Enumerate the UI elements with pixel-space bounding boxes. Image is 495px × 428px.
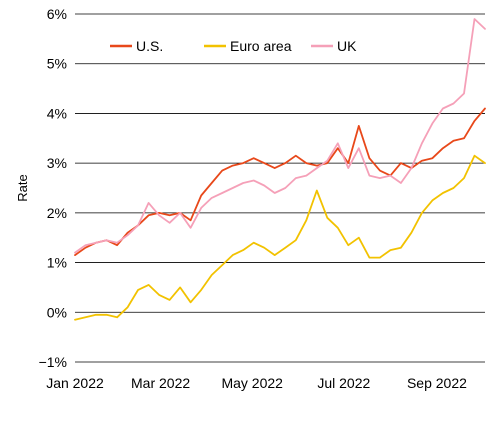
y-tick-label: −1% (39, 354, 67, 370)
x-tick-label: May 2022 (221, 375, 283, 391)
y-axis-label: Rate (15, 174, 30, 201)
x-tick-label: Jan 2022 (46, 375, 104, 391)
y-tick-label: 5% (47, 56, 67, 72)
legend-label-euro-area: Euro area (230, 38, 292, 54)
legend-label-uk: UK (337, 38, 357, 54)
x-tick-label: Sep 2022 (407, 375, 467, 391)
x-tick-label: Mar 2022 (131, 375, 190, 391)
legend-label-u-s: U.S. (136, 38, 163, 54)
x-tick-labels: Jan 2022 Mar 2022 May 2022 Jul 2022 Sep 2022 (46, 375, 467, 391)
y-tick-label: 1% (47, 255, 67, 271)
series-line-u-s (74, 107, 486, 257)
y-tick-label: 2% (47, 205, 67, 221)
series-lines (74, 18, 486, 321)
y-tick-label: 4% (47, 105, 67, 121)
series-line-uk (74, 18, 486, 254)
x-tick-label: Jul 2022 (317, 375, 370, 391)
y-tick-label: 3% (47, 155, 67, 171)
y-tick-label: 0% (47, 304, 67, 320)
y-tick-label: 6% (47, 6, 67, 22)
gridlines (75, 13, 485, 363)
y-tick-labels: −1% 0% 1% 2% 3% 4% 5% 6% (39, 6, 67, 370)
legend: U.S. Euro area UK (110, 38, 357, 54)
series-line-euro-area (74, 154, 486, 321)
